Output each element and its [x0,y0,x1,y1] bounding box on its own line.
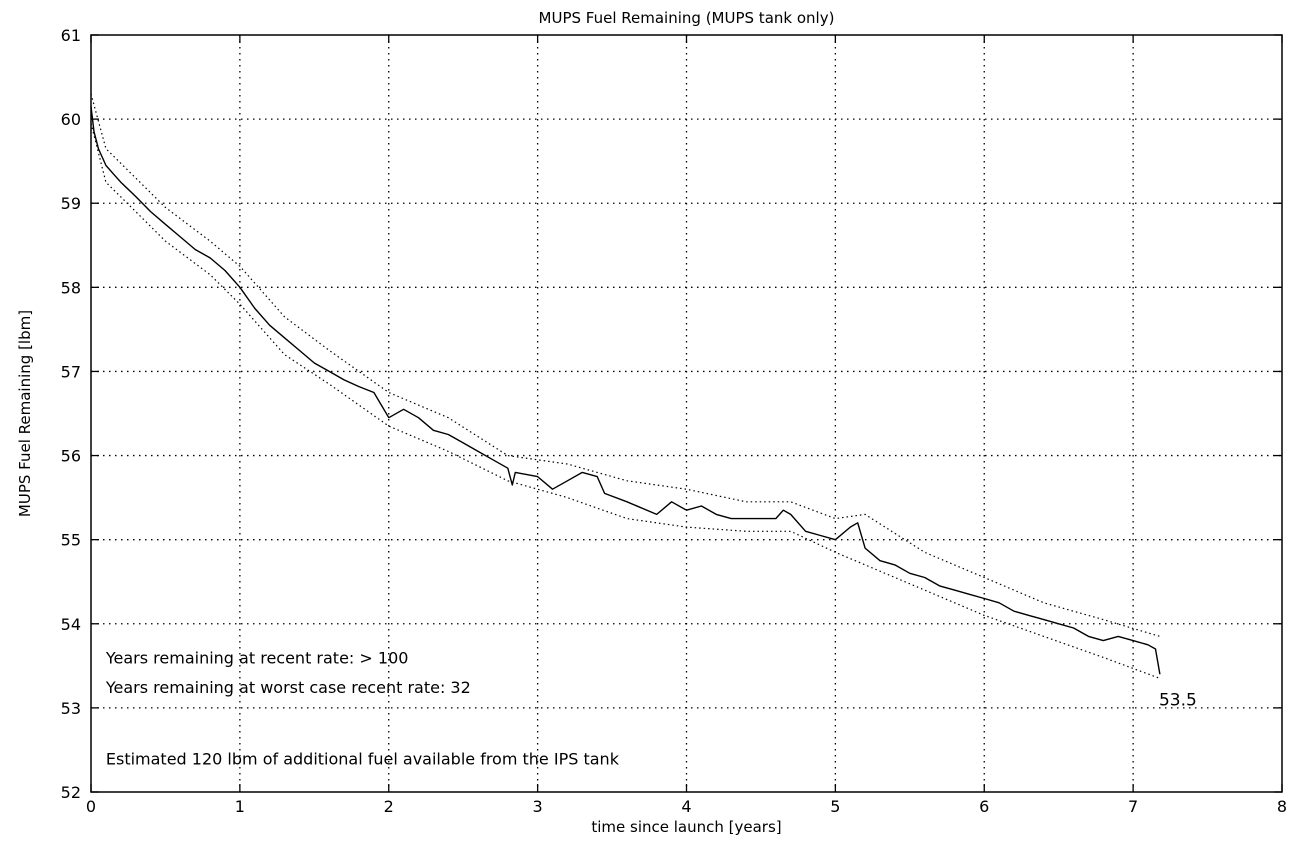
annotation-text: Estimated 120 lbm of additional fuel ava… [106,749,620,768]
y-tick-label: 55 [61,531,81,550]
y-tick-label: 59 [61,194,81,213]
annotation-text: Years remaining at worst case recent rat… [105,678,471,697]
x-tick-label: 1 [235,797,245,816]
bound-line-2 [90,123,1161,679]
x-tick-label: 5 [830,797,840,816]
y-tick-label: 54 [61,615,81,634]
end-value-label: 53.5 [1159,690,1197,710]
y-tick-label: 60 [61,110,81,129]
x-tick-label: 6 [979,797,989,816]
y-tick-label: 56 [61,447,81,466]
x-tick-label: 4 [681,797,691,816]
chart-title: MUPS Fuel Remaining (MUPS tank only) [539,9,835,27]
series-layer [90,93,1161,679]
x-tick-label: 0 [86,797,96,816]
annotations: Years remaining at recent rate: > 100 Yea… [105,648,1197,768]
y-tick-label: 57 [61,362,81,381]
y-axis-label: MUPS Fuel Remaining [lbm] [16,310,34,517]
grid [91,35,1282,792]
x-tick-label: 7 [1128,797,1138,816]
bound-line-1 [90,93,1161,637]
x-tick-label: 8 [1277,797,1287,816]
x-tick-label: 3 [533,797,543,816]
x-tick-label: 2 [384,797,394,816]
y-tick-label: 61 [61,26,81,45]
fuel-remaining-line [90,106,1161,675]
x-axis-label: time since launch [years] [591,818,781,836]
y-tick-label: 53 [61,699,81,718]
y-tick-label: 52 [61,783,81,802]
y-tick-label: 58 [61,278,81,297]
annotation-text: Years remaining at recent rate: > 100 [105,648,409,667]
